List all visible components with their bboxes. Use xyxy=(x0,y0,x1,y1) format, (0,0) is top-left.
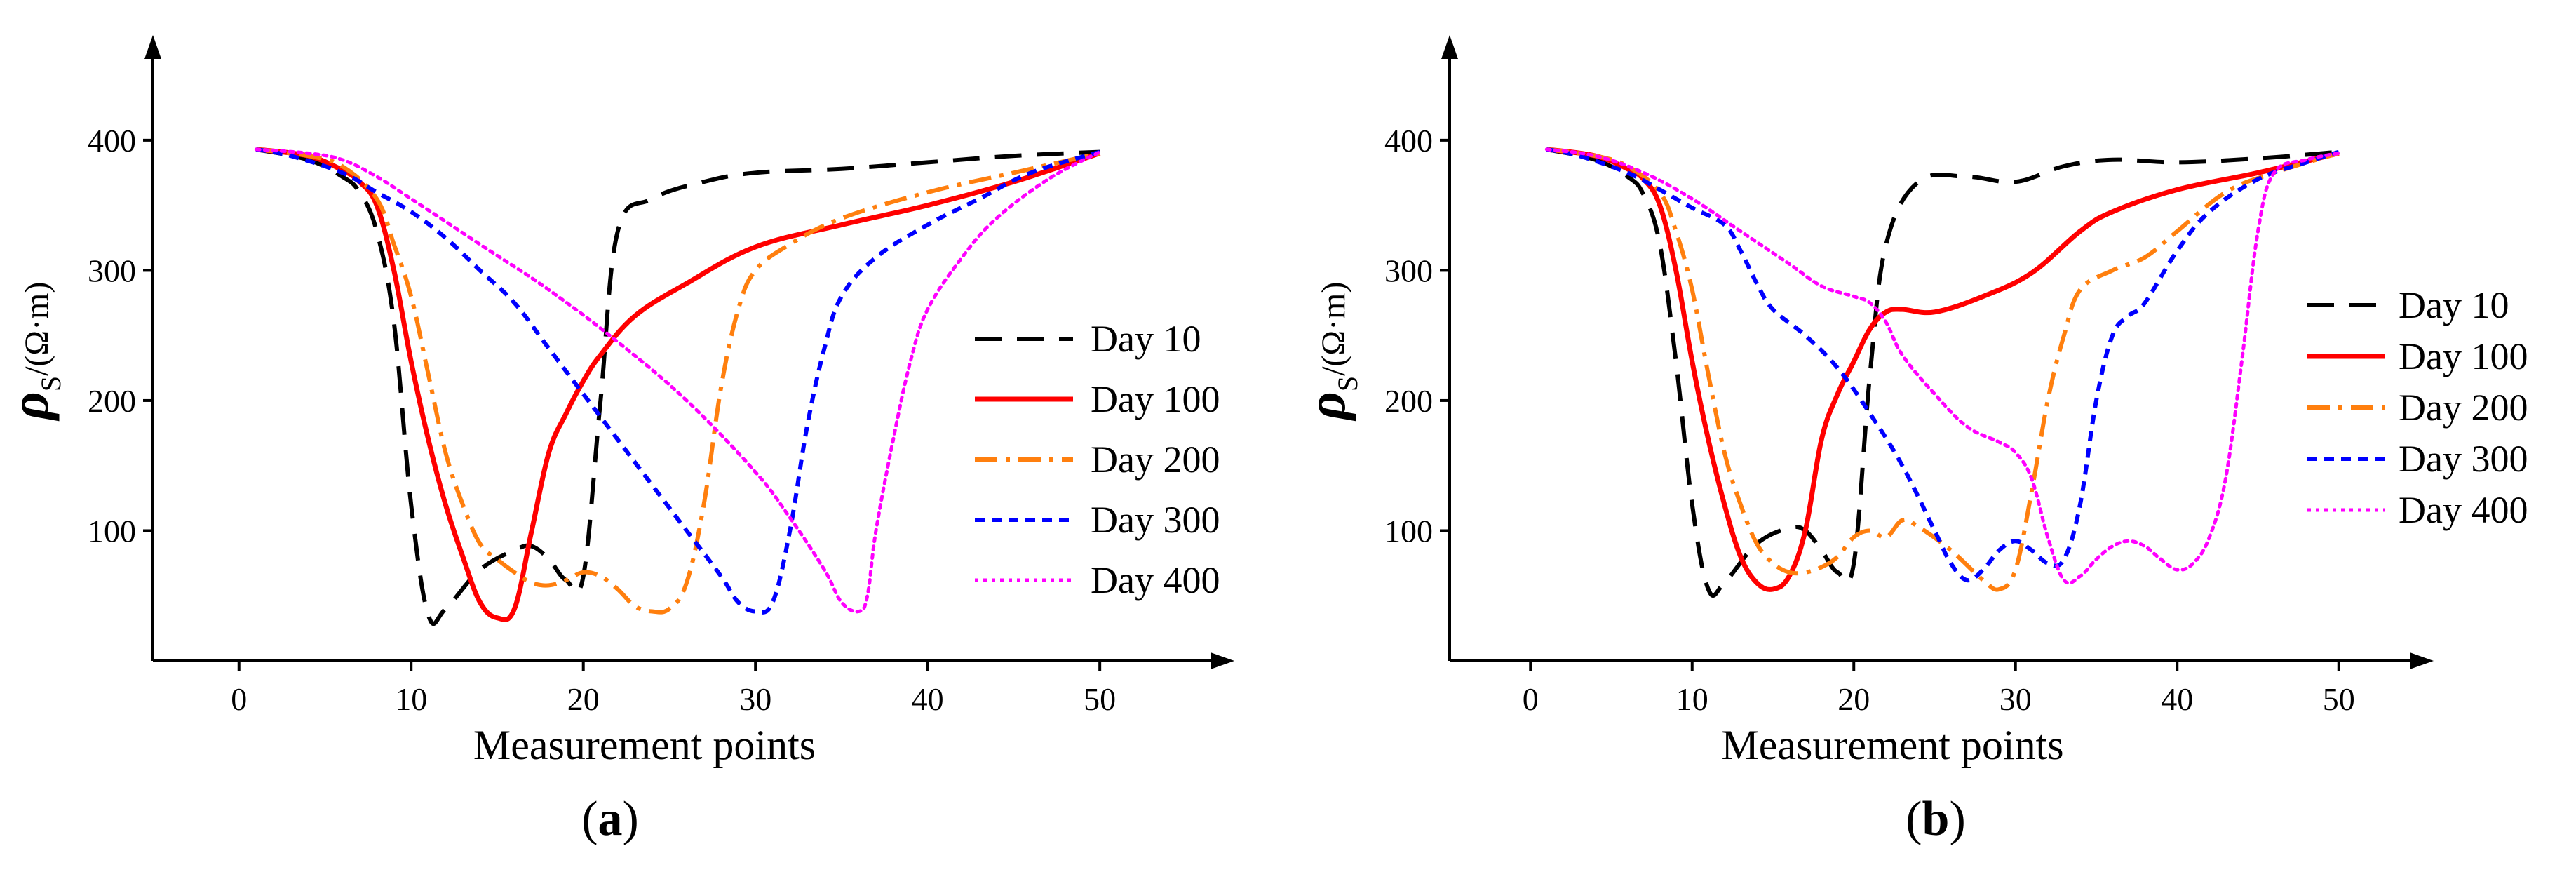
x-tick-label: 10 xyxy=(1676,681,1708,717)
x-axis-title: Measurement points xyxy=(473,722,816,768)
legend-label: Day 400 xyxy=(1091,559,1220,601)
y-axis-symbol: ρ xyxy=(1295,391,1356,421)
x-tick-label: 30 xyxy=(2000,681,2032,717)
series-line-day-400 xyxy=(254,147,1102,614)
x-axis-arrow xyxy=(1211,652,1234,669)
y-axis-arrow xyxy=(1441,35,1458,59)
series-line-day-10 xyxy=(1546,147,2340,598)
series-line-day-300 xyxy=(255,147,1101,615)
panel-a: 0 10 20 30 40 50 100 200 300 400 Measurement point… xyxy=(0,35,1234,846)
series-line-day-100 xyxy=(255,147,1101,622)
y-tick-label: 200 xyxy=(88,383,136,419)
y-tick-label: 100 xyxy=(88,513,136,549)
y-tick-label: 400 xyxy=(1384,123,1433,159)
legend-label: Day 100 xyxy=(1091,378,1220,420)
y-axis-units: /(Ω·m) xyxy=(1315,282,1352,376)
y-axis-symbol: ρ xyxy=(0,391,60,421)
legend-label: Day 300 xyxy=(2399,438,2528,480)
y-axis-units: /(Ω·m) xyxy=(18,282,55,376)
y-axis-subscript: S xyxy=(35,376,67,391)
x-tick-label: 0 xyxy=(1523,681,1539,717)
legend-label: Day 200 xyxy=(1091,438,1220,481)
legend-label: Day 10 xyxy=(1091,318,1201,360)
panel-label: (a) xyxy=(581,792,639,846)
x-tick-label: 40 xyxy=(2161,681,2193,717)
x-tick-label: 40 xyxy=(912,681,944,717)
x-axis-arrow xyxy=(2410,652,2434,669)
legend-label: Day 400 xyxy=(2399,489,2528,531)
y-tick-label: 100 xyxy=(1384,513,1433,549)
x-tick-label: 50 xyxy=(1084,681,1116,717)
series-line-day-200 xyxy=(255,147,1100,615)
x-tick-label: 50 xyxy=(2323,681,2355,717)
legend-label: Day 200 xyxy=(2399,387,2528,429)
y-axis-title: ρS/(Ω·m) xyxy=(0,282,67,422)
legend-label: Day 10 xyxy=(2399,284,2509,326)
series-line-day-200 xyxy=(1546,147,2340,592)
y-axis-arrow xyxy=(144,35,161,59)
panel-b: 0 10 20 30 40 50 100 200 300 400 Measurement point… xyxy=(1295,35,2528,846)
series-line-day-10 xyxy=(255,147,1100,626)
y-tick-label: 300 xyxy=(1384,253,1433,288)
panel-label: (b) xyxy=(1906,792,1966,846)
legend-label: Day 300 xyxy=(1091,499,1220,541)
legend-label: Day 100 xyxy=(2399,335,2528,377)
x-tick-label: 20 xyxy=(1837,681,1870,717)
y-tick-label: 400 xyxy=(88,123,136,159)
y-axis-title: ρS/(Ω·m) xyxy=(1295,282,1363,422)
x-axis-title: Measurement points xyxy=(1721,722,2063,768)
x-tick-label: 30 xyxy=(739,681,771,717)
y-tick-label: 300 xyxy=(88,253,136,288)
x-tick-label: 0 xyxy=(231,681,247,717)
y-axis-subscript: S xyxy=(1332,376,1363,391)
x-tick-label: 20 xyxy=(567,681,600,717)
series-line-day-300 xyxy=(1546,147,2340,583)
y-tick-label: 200 xyxy=(1384,383,1433,419)
x-tick-label: 10 xyxy=(395,681,427,717)
series-line-day-400 xyxy=(1544,147,2341,585)
series-line-day-100 xyxy=(1546,147,2340,592)
